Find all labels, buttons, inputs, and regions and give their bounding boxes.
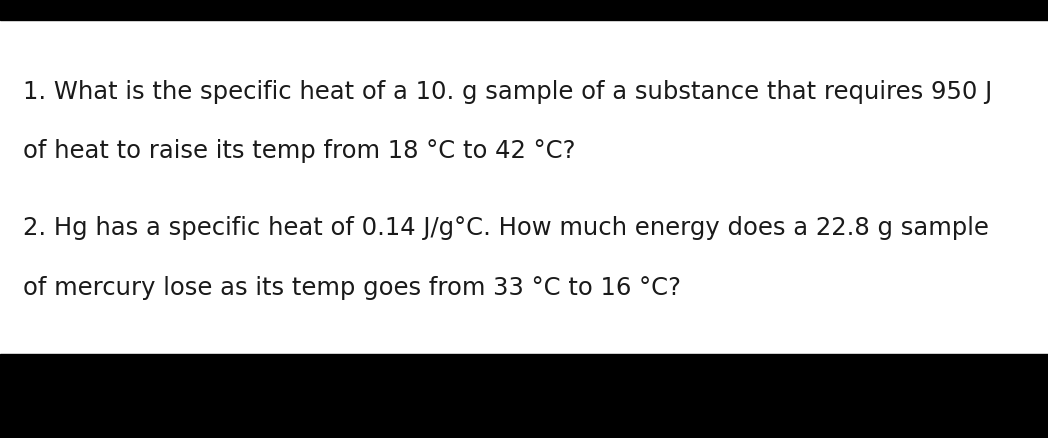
Text: of heat to raise its temp from 18 °C to 42 °C?: of heat to raise its temp from 18 °C to … <box>23 139 575 163</box>
Text: 1. What is the specific heat of a 10. g sample of a substance that requires 950 : 1. What is the specific heat of a 10. g … <box>23 80 992 104</box>
Text: of mercury lose as its temp goes from 33 °C to 16 °C?: of mercury lose as its temp goes from 33… <box>23 275 681 299</box>
Bar <box>0 0 1048 21</box>
Bar <box>0 354 1048 438</box>
Text: 2. Hg has a specific heat of 0.14 J/g°C. How much energy does a 22.8 g sample: 2. Hg has a specific heat of 0.14 J/g°C.… <box>23 216 989 240</box>
